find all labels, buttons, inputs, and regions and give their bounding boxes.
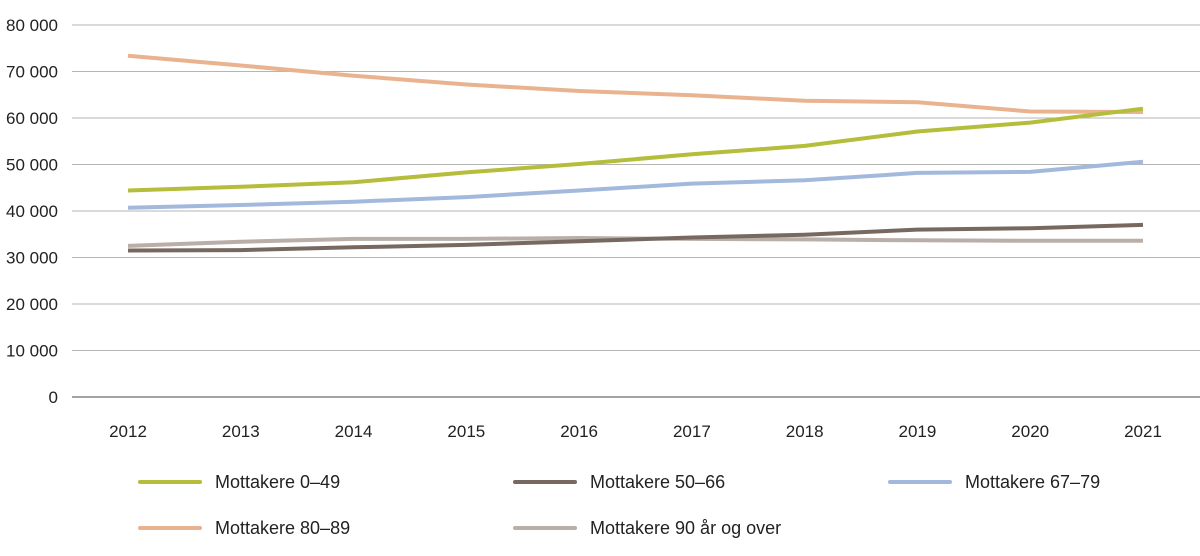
x-tick-label: 2018: [786, 422, 824, 441]
series-line-mottakere-80-89: [127, 53, 1144, 114]
x-tick-label: 2021: [1124, 422, 1162, 441]
x-tick-label: 2016: [560, 422, 598, 441]
x-tick-label: 2012: [109, 422, 147, 441]
series-lines: [127, 53, 1144, 253]
legend-label: Mottakere 67–79: [965, 472, 1100, 492]
x-tick-label: 2019: [899, 422, 937, 441]
y-tick-label: 40 000: [6, 202, 58, 221]
gridlines: [72, 24, 1200, 398]
legend-item: Mottakere 67–79: [888, 472, 1100, 492]
legend-label: Mottakere 0–49: [215, 472, 340, 492]
y-tick-label: 60 000: [6, 109, 58, 128]
legend-item: Mottakere 90 år og over: [513, 518, 781, 538]
legend-item: Mottakere 80–89: [138, 518, 350, 538]
x-axis: 2012 2013 2014 2015 2016 2017 2018 2019 2020 2021: [109, 422, 1162, 441]
series-line-mottakere-0-49: [127, 106, 1144, 193]
legend-label: Mottakere 80–89: [215, 518, 350, 538]
y-tick-label: 80 000: [6, 16, 58, 35]
legend-label: Mottakere 50–66: [590, 472, 725, 492]
y-axis: 0 10 000 20 000 30 000 40 000 50 000 60 000 70 …: [6, 16, 58, 407]
legend-item: Mottakere 0–49: [138, 472, 340, 492]
y-tick-label: 70 000: [6, 63, 58, 82]
legend: Mottakere 0–49 Mottakere 50–66 Mottakere 6…: [138, 472, 1100, 538]
legend-label: Mottakere 90 år og over: [590, 518, 781, 538]
y-tick-label: 0: [49, 388, 58, 407]
y-tick-label: 50 000: [6, 156, 58, 175]
series-line-mottakere-67-79: [127, 159, 1144, 210]
y-tick-label: 20 000: [6, 295, 58, 314]
x-tick-label: 2014: [335, 422, 373, 441]
x-tick-label: 2013: [222, 422, 260, 441]
x-tick-label: 2015: [447, 422, 485, 441]
y-tick-label: 10 000: [6, 342, 58, 361]
x-tick-label: 2020: [1011, 422, 1049, 441]
series-line-mottakere-50-66: [127, 222, 1144, 253]
y-tick-label: 30 000: [6, 249, 58, 268]
legend-item: Mottakere 50–66: [513, 472, 725, 492]
x-tick-label: 2017: [673, 422, 711, 441]
